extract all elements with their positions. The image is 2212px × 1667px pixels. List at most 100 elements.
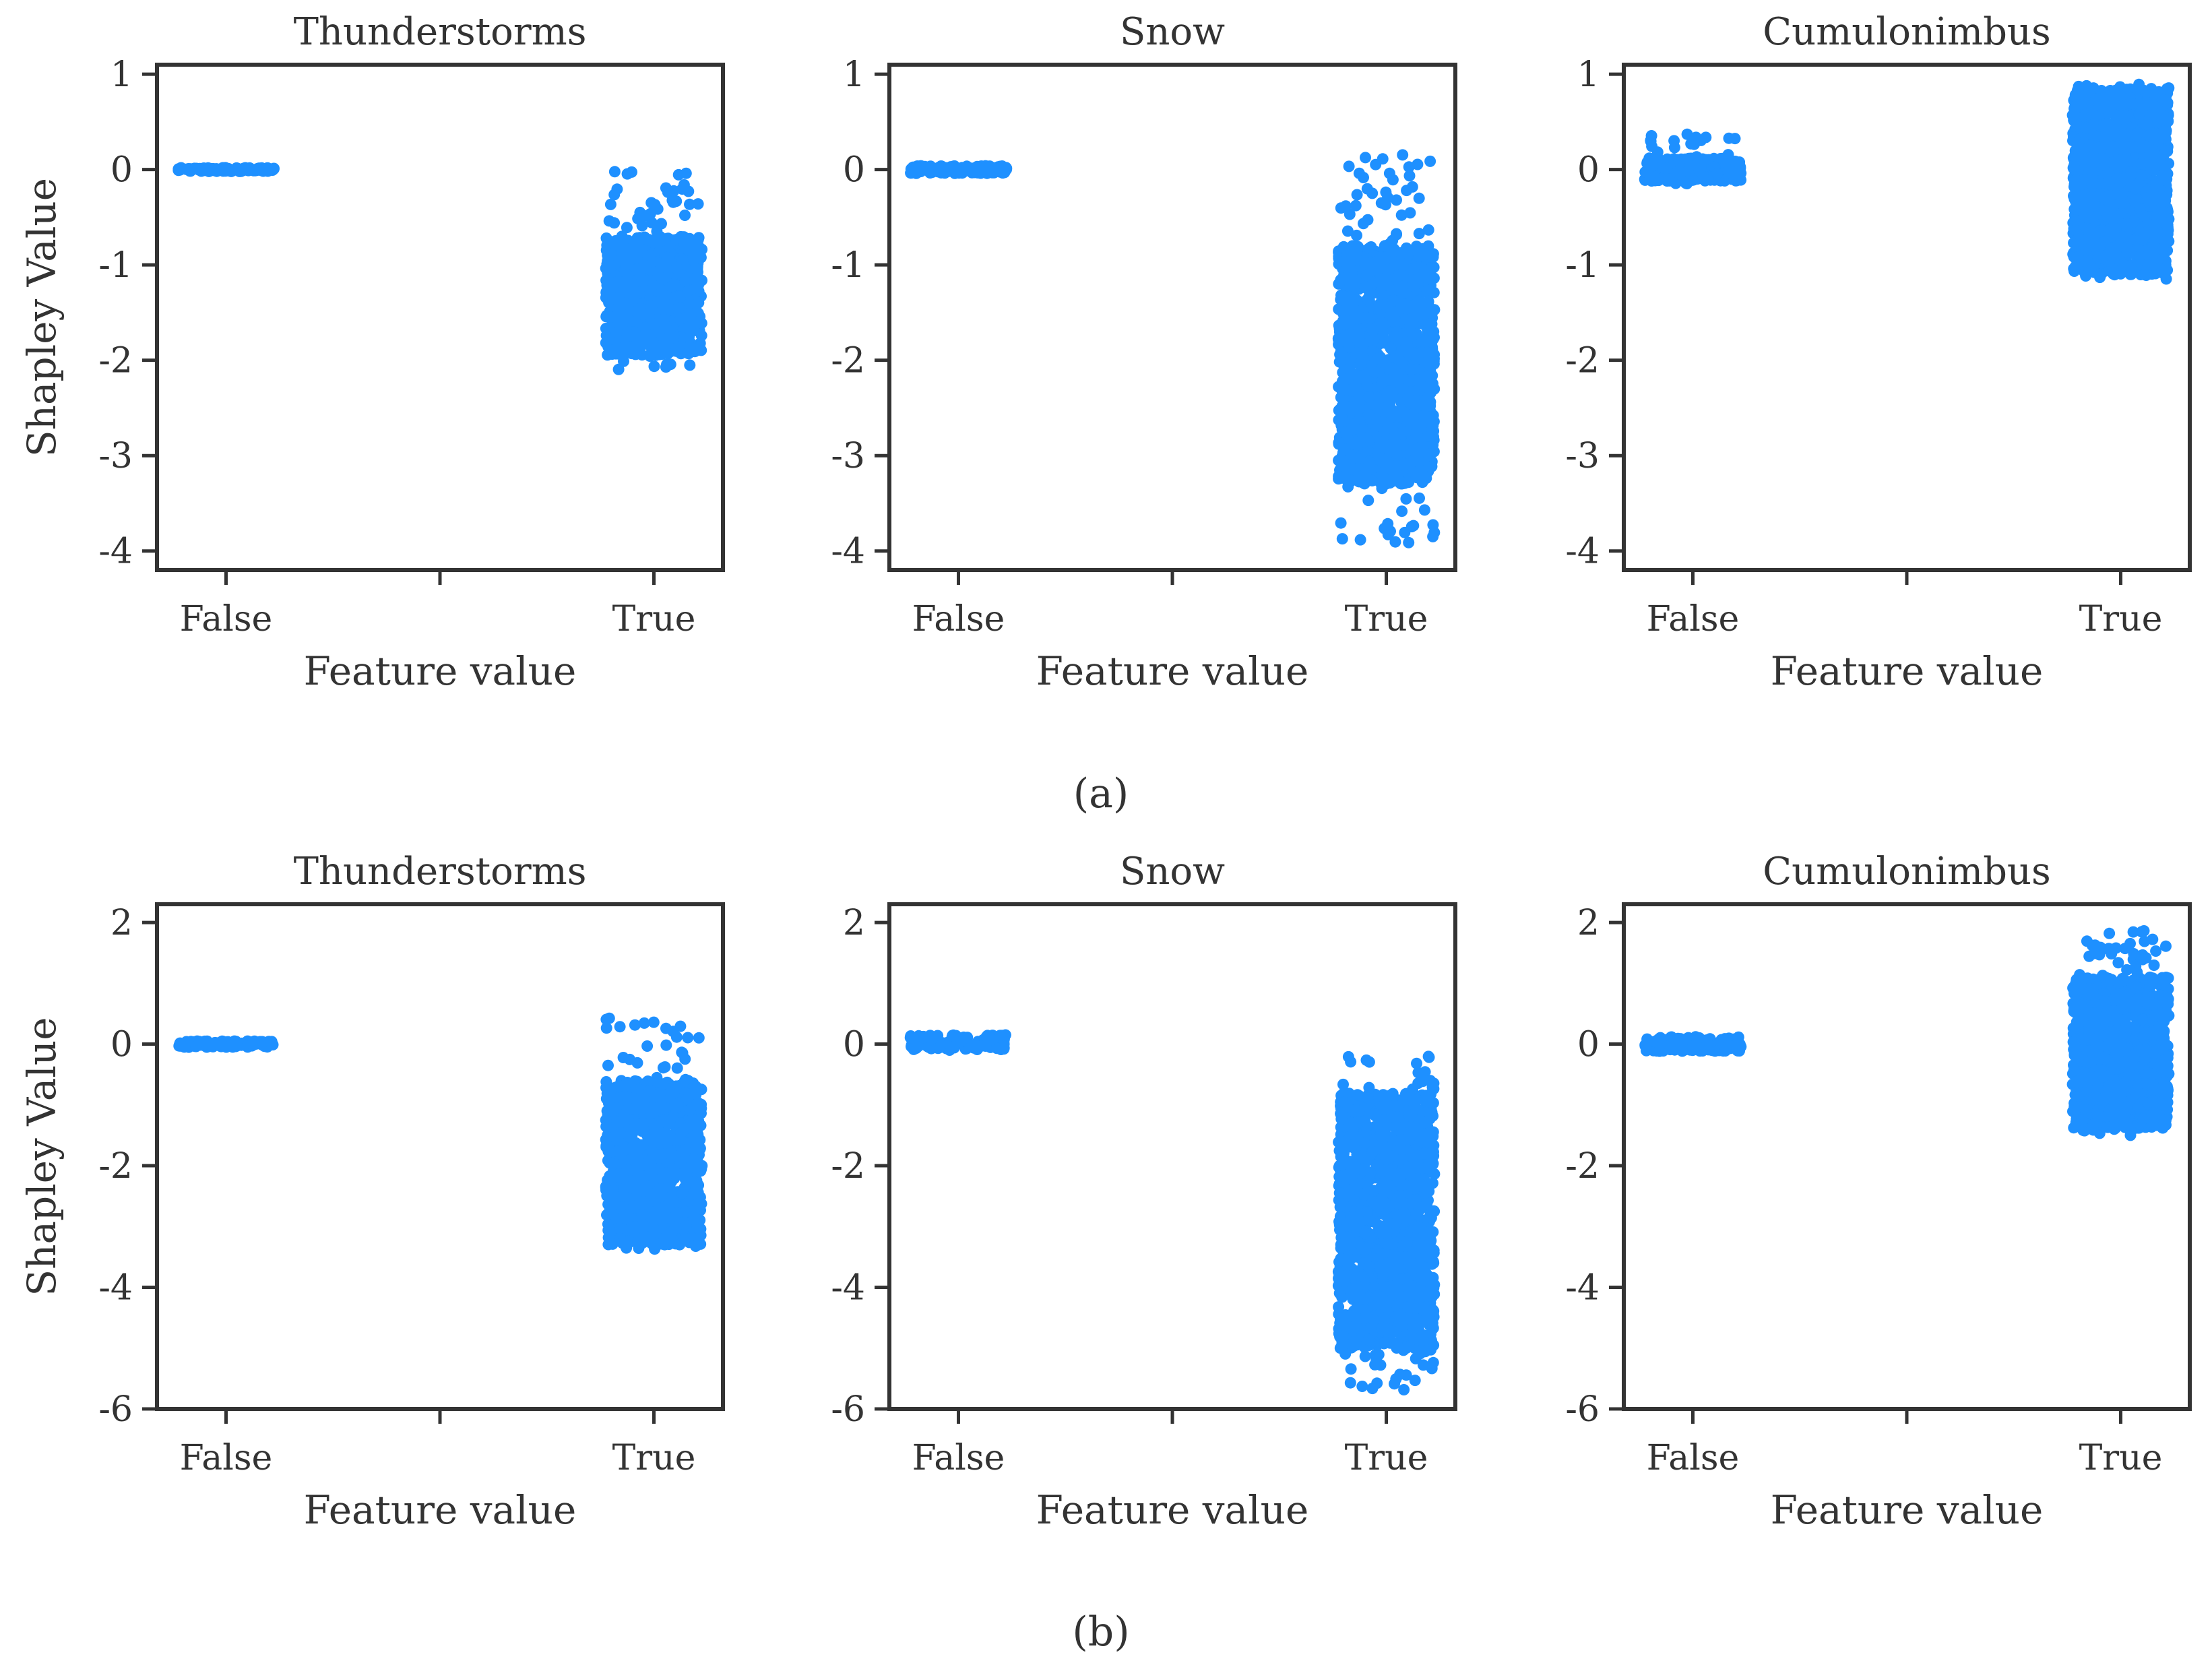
- data-point: [1368, 333, 1380, 345]
- data-point: [608, 189, 621, 201]
- data-point: [2093, 249, 2106, 261]
- data-point: [634, 268, 646, 280]
- data-point: [1340, 429, 1352, 441]
- data-point: [1363, 242, 1375, 254]
- data-point: [683, 297, 695, 309]
- data-point: [1660, 172, 1672, 185]
- data-point: [602, 255, 614, 267]
- y-tick-label: -4: [1565, 532, 1600, 572]
- data-point: [2110, 222, 2122, 234]
- data-point: [659, 333, 671, 345]
- data-point: [2161, 145, 2173, 157]
- data-point: [997, 164, 1009, 177]
- data-point: [217, 162, 229, 175]
- data-point: [201, 1038, 214, 1050]
- data-point: [2160, 273, 2172, 285]
- data-point: [645, 303, 658, 315]
- data-point: [2091, 95, 2104, 107]
- data-point: [1391, 194, 1402, 206]
- data-point: [604, 198, 617, 210]
- data-point: [1387, 314, 1399, 326]
- data-point: [1363, 391, 1375, 403]
- data-point: [2085, 121, 2097, 133]
- data-point: [1422, 224, 1434, 236]
- data-point: [1395, 209, 1408, 221]
- data-point: [1401, 185, 1413, 197]
- y-tick-label: -3: [98, 436, 133, 476]
- data-point: [2109, 269, 2120, 281]
- data-point: [679, 275, 691, 287]
- y-tick-label: -1: [98, 245, 133, 286]
- x-axis-label: Feature value: [304, 1487, 577, 1533]
- scatter-points: [172, 162, 708, 375]
- data-point: [180, 163, 192, 175]
- data-point: [1649, 173, 1662, 185]
- data-point: [1397, 149, 1409, 161]
- chart-title: Thunderstorms: [294, 10, 587, 54]
- data-point: [638, 232, 650, 245]
- data-point: [647, 255, 659, 268]
- data-point: [2126, 140, 2138, 152]
- data-point: [1399, 477, 1411, 489]
- data-point: [685, 241, 697, 253]
- data-point: [627, 287, 639, 298]
- data-point: [1406, 408, 1418, 420]
- x-tick-label-true: True: [612, 1438, 696, 1478]
- data-point: [2069, 260, 2081, 272]
- data-point: [2095, 152, 2108, 164]
- data-point: [1399, 336, 1412, 348]
- data-point: [2105, 242, 2117, 254]
- data-point: [1337, 374, 1350, 386]
- data-point: [1355, 358, 1367, 371]
- data-point: [610, 235, 621, 247]
- data-point: [1382, 301, 1394, 313]
- data-point: [658, 313, 670, 325]
- data-point: [691, 249, 703, 261]
- data-point: [2137, 233, 2149, 245]
- data-point: [1684, 160, 1697, 172]
- data-point: [1345, 401, 1357, 413]
- data-point: [659, 290, 671, 302]
- y-tick-label: -4: [831, 532, 865, 572]
- y-axis-label: Shapley Value: [19, 1017, 65, 1296]
- data-point: [1424, 371, 1436, 383]
- data-point: [220, 1041, 232, 1053]
- data-point: [695, 329, 707, 342]
- data-point: [1381, 279, 1393, 291]
- data-point: [2071, 164, 2083, 177]
- data-point: [1335, 517, 1347, 529]
- data-point: [1397, 406, 1409, 418]
- data-point: [1402, 392, 1414, 404]
- data-point: [1360, 152, 1371, 164]
- data-point: [684, 198, 695, 210]
- data-point: [1425, 284, 1437, 296]
- scatter-points: [1639, 78, 2175, 285]
- data-point: [2112, 172, 2124, 185]
- data-point: [2125, 268, 2137, 280]
- data-point: [2163, 82, 2175, 94]
- data-point: [1427, 519, 1439, 531]
- data-point: [1403, 170, 1416, 182]
- data-point: [1403, 458, 1415, 470]
- y-tick-label: -2: [98, 1146, 133, 1187]
- x-tick-label-true: True: [1345, 599, 1428, 639]
- y-tick-label: -2: [1565, 341, 1600, 381]
- data-point: [2069, 214, 2081, 226]
- data-point: [639, 321, 651, 334]
- y-tick-label: -4: [98, 532, 133, 572]
- data-point: [1352, 254, 1364, 266]
- data-point: [2101, 177, 2113, 189]
- data-point: [1400, 493, 1412, 505]
- x-axis-label: Feature value: [304, 648, 577, 694]
- data-point: [600, 337, 612, 349]
- data-point: [1336, 533, 1348, 545]
- data-point: [1427, 530, 1439, 542]
- data-point: [955, 163, 968, 175]
- data-point: [2153, 263, 2166, 275]
- data-point: [612, 363, 625, 375]
- data-point: [1338, 255, 1350, 268]
- data-point: [631, 252, 643, 264]
- data-point: [1405, 363, 1416, 375]
